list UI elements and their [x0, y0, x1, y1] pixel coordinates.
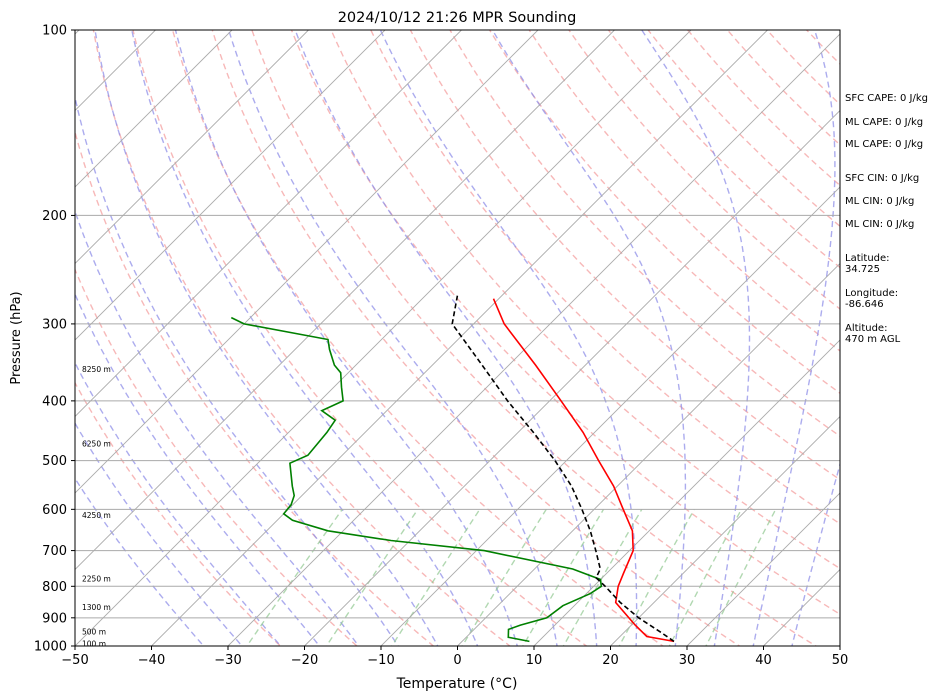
- height-label: 1300 m: [82, 603, 111, 612]
- dry-adiabat: [92, 30, 512, 646]
- dry-adiabat: [211, 30, 741, 646]
- sfc-cin-stat: SFC CIN: 0 J/kg: [845, 173, 920, 184]
- moist-adiabat: [131, 30, 479, 646]
- latitude-label: Latitude:: [845, 253, 890, 264]
- ml-cape-stat-2: ML CAPE: 0 J/kg: [845, 139, 924, 150]
- dry-adiabat: [132, 30, 588, 646]
- mixing-ratio-line: [246, 508, 343, 646]
- dry-adiabat: [409, 30, 840, 481]
- isotherm: [227, 33, 840, 646]
- isotherm: [380, 186, 840, 646]
- isotherm: [75, 30, 309, 265]
- isotherm: [75, 30, 462, 418]
- ml-cin-stat: ML CIN: 0 J/kg: [845, 196, 915, 207]
- isotherm: [686, 492, 840, 646]
- altitude-label: Altitude:: [845, 323, 888, 334]
- x-tick-label: −20: [291, 653, 318, 668]
- isotherm: [533, 339, 840, 646]
- y-tick-label: 300: [42, 317, 67, 332]
- ml-cin-stat-2: ML CIN: 0 J/kg: [845, 219, 915, 230]
- height-label: 100 m: [82, 639, 106, 648]
- y-tick-label: 1000: [34, 640, 67, 655]
- moist-adiabat: [752, 30, 836, 646]
- longitude-label: Longitude:: [845, 288, 899, 299]
- mixing-ratio-line: [461, 508, 547, 646]
- y-axis-ticks: 100 200 300 400 500 600 700 800 900 1000: [34, 24, 75, 655]
- x-tick-label: 10: [526, 653, 543, 668]
- isotherm: [75, 30, 233, 188]
- y-axis-label: Pressure (hPa): [9, 291, 24, 384]
- dry-adiabat: [488, 30, 840, 395]
- moist-adiabat: [491, 30, 687, 646]
- height-label: 6250 m: [82, 439, 111, 448]
- moist-adiabat: [641, 30, 751, 646]
- y-tick-label: 500: [42, 454, 67, 469]
- y-tick-label: 800: [42, 580, 67, 595]
- x-tick-label: 40: [755, 653, 772, 668]
- x-tick-label: −30: [214, 653, 241, 668]
- x-tick-label: −10: [367, 653, 394, 668]
- isotherm: [151, 30, 768, 646]
- x-tick-label: 50: [832, 653, 849, 668]
- dry-adiabat: [75, 267, 358, 646]
- height-label: 8250 m: [82, 365, 111, 374]
- x-axis-ticks: −50 −40 −30 −20 −10 0 10 20 30 40 50: [61, 646, 848, 668]
- sfc-cape-stat: SFC CAPE: 0 J/kg: [845, 93, 928, 104]
- dry-adiabat: [75, 381, 282, 646]
- x-tick-label: −50: [61, 653, 88, 668]
- y-tick-label: 700: [42, 544, 67, 559]
- x-axis-label: Temperature (°C): [396, 676, 518, 692]
- ml-cape-stat: ML CAPE: 0 J/kg: [845, 117, 924, 128]
- data-lines: [230, 295, 675, 643]
- moist-adiabat: [791, 461, 840, 646]
- mixing-ratio-line: [668, 508, 742, 646]
- parcel-path-line: [451, 295, 675, 643]
- x-tick-label: −40: [138, 653, 165, 668]
- height-label: 2250 m: [82, 575, 111, 584]
- moist-adiabat: [94, 30, 439, 646]
- isotherm: [75, 30, 386, 341]
- moist-adiabat: [379, 30, 638, 646]
- x-tick-label: 0: [453, 653, 461, 668]
- moist-adiabat: [174, 30, 519, 646]
- isotherm: [75, 30, 539, 494]
- latitude-value: 34.725: [845, 264, 880, 275]
- sounding-stats-panel: SFC CAPE: 0 J/kg ML CAPE: 0 J/kg ML CAPE…: [845, 0, 947, 700]
- x-tick-label: 20: [602, 653, 619, 668]
- moist-adiabat: [294, 30, 598, 646]
- temperature-line: [492, 298, 675, 643]
- mixing-ratio-line: [705, 508, 777, 646]
- height-label: 500 m: [82, 628, 106, 637]
- y-tick-label: 400: [42, 394, 67, 409]
- chart-title: 2024/10/12 21:26 MPR Sounding: [338, 10, 577, 26]
- dry-adiabat: [171, 30, 665, 646]
- dry-adiabat: [330, 30, 840, 570]
- y-tick-label: 600: [42, 503, 67, 518]
- isotherm: [457, 262, 840, 646]
- isotherm: [75, 30, 692, 646]
- mixing-ratio-line: [390, 508, 481, 646]
- height-labels: 100 m 500 m 1300 m 2250 m 4250 m 6250 m 8250 m: [82, 365, 111, 648]
- dry-adiabat: [251, 30, 818, 646]
- isotherm: [610, 415, 840, 646]
- x-tick-label: 30: [679, 653, 696, 668]
- mixing-ratio-line: [562, 508, 643, 646]
- dewpoint-line: [230, 316, 603, 643]
- dry-adiabat: [370, 30, 840, 525]
- moist-adiabat: [75, 477, 205, 646]
- y-tick-label: 200: [42, 209, 67, 224]
- altitude-value: 470 m AGL: [845, 334, 901, 345]
- mixing-ratio-line: [522, 508, 605, 646]
- y-tick-label: 100: [42, 24, 67, 39]
- y-tick-label: 900: [42, 611, 67, 626]
- isotherm: [304, 109, 840, 646]
- moist-adiabat: [75, 93, 399, 646]
- longitude-value: -86.646: [845, 299, 884, 310]
- background-lines: [75, 30, 840, 646]
- isotherm: [75, 30, 615, 571]
- mixing-ratio-line: [618, 508, 695, 646]
- height-label: 4250 m: [82, 511, 111, 520]
